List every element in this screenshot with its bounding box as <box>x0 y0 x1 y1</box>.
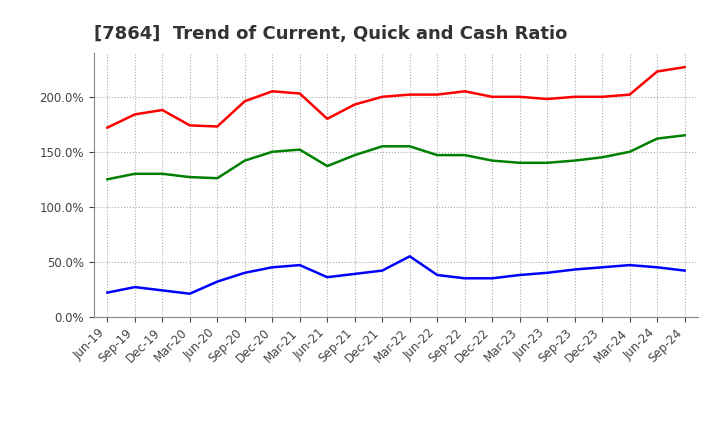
Quick Ratio <box>186 174 194 180</box>
Quick Ratio <box>460 152 469 158</box>
Cash Ratio <box>268 264 276 270</box>
Current Ratio <box>351 102 359 107</box>
Current Ratio <box>433 92 441 97</box>
Quick Ratio <box>351 152 359 158</box>
Text: [7864]  Trend of Current, Quick and Cash Ratio: [7864] Trend of Current, Quick and Cash … <box>94 25 567 43</box>
Current Ratio <box>488 94 497 99</box>
Quick Ratio <box>213 176 222 181</box>
Quick Ratio <box>295 147 304 152</box>
Quick Ratio <box>378 143 387 149</box>
Quick Ratio <box>626 149 634 154</box>
Current Ratio <box>405 92 414 97</box>
Quick Ratio <box>268 149 276 154</box>
Cash Ratio <box>405 253 414 259</box>
Quick Ratio <box>158 171 166 176</box>
Cash Ratio <box>653 264 662 270</box>
Cash Ratio <box>130 284 139 290</box>
Cash Ratio <box>488 275 497 281</box>
Cash Ratio <box>516 272 524 278</box>
Cash Ratio <box>186 291 194 297</box>
Current Ratio <box>158 107 166 113</box>
Cash Ratio <box>378 268 387 273</box>
Cash Ratio <box>543 270 552 275</box>
Cash Ratio <box>295 262 304 268</box>
Quick Ratio <box>240 158 249 163</box>
Quick Ratio <box>680 132 689 138</box>
Cash Ratio <box>433 272 441 278</box>
Line: Cash Ratio: Cash Ratio <box>107 256 685 294</box>
Current Ratio <box>130 112 139 117</box>
Current Ratio <box>680 64 689 70</box>
Current Ratio <box>103 125 112 130</box>
Current Ratio <box>240 99 249 104</box>
Current Ratio <box>598 94 606 99</box>
Current Ratio <box>653 69 662 74</box>
Quick Ratio <box>543 160 552 165</box>
Cash Ratio <box>680 268 689 273</box>
Current Ratio <box>570 94 579 99</box>
Current Ratio <box>186 123 194 128</box>
Line: Quick Ratio: Quick Ratio <box>107 135 685 180</box>
Quick Ratio <box>570 158 579 163</box>
Current Ratio <box>516 94 524 99</box>
Cash Ratio <box>158 288 166 293</box>
Current Ratio <box>460 89 469 94</box>
Current Ratio <box>213 124 222 129</box>
Cash Ratio <box>323 275 332 280</box>
Quick Ratio <box>405 143 414 149</box>
Cash Ratio <box>460 275 469 281</box>
Line: Current Ratio: Current Ratio <box>107 67 685 128</box>
Quick Ratio <box>103 176 112 182</box>
Cash Ratio <box>598 264 606 270</box>
Quick Ratio <box>130 171 139 176</box>
Current Ratio <box>268 89 276 94</box>
Current Ratio <box>626 92 634 97</box>
Cash Ratio <box>103 290 112 295</box>
Current Ratio <box>378 94 387 99</box>
Quick Ratio <box>488 158 497 163</box>
Current Ratio <box>323 116 332 121</box>
Quick Ratio <box>433 152 441 158</box>
Current Ratio <box>543 96 552 102</box>
Quick Ratio <box>598 154 606 160</box>
Quick Ratio <box>516 160 524 165</box>
Quick Ratio <box>653 136 662 141</box>
Current Ratio <box>295 91 304 96</box>
Quick Ratio <box>323 163 332 169</box>
Cash Ratio <box>570 267 579 272</box>
Cash Ratio <box>626 262 634 268</box>
Cash Ratio <box>351 271 359 276</box>
Cash Ratio <box>213 279 222 284</box>
Cash Ratio <box>240 270 249 275</box>
